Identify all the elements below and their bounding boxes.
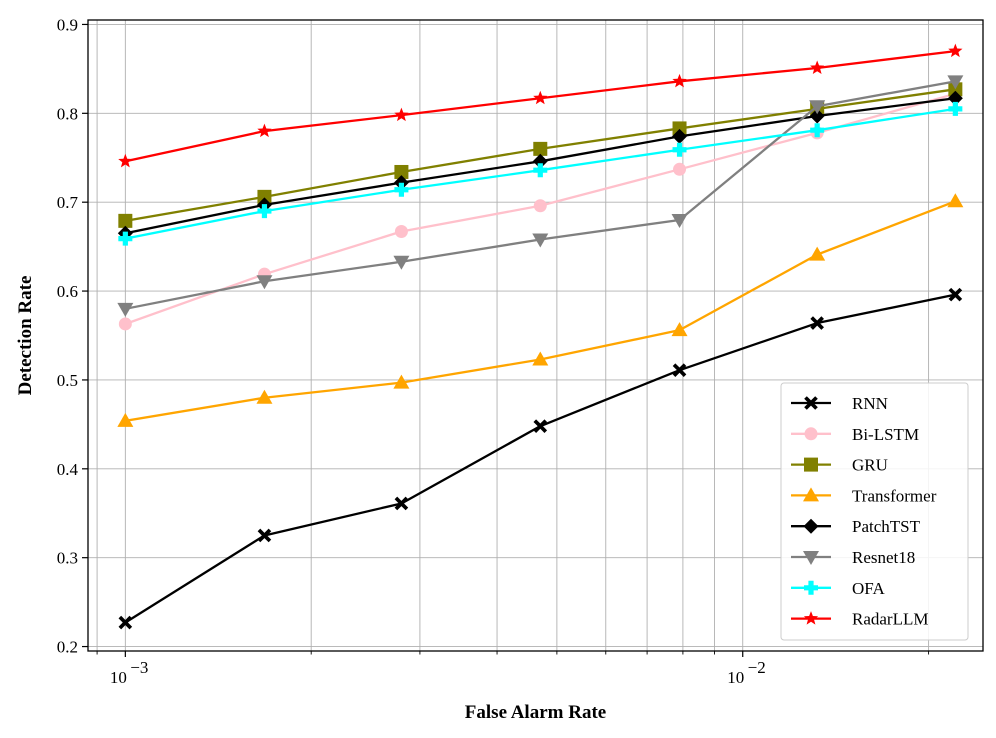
data-point-gru <box>394 164 409 179</box>
data-point-rnn <box>810 316 824 330</box>
legend-label-patchtst: PatchTST <box>852 517 921 536</box>
y-tick-label: 0.4 <box>57 460 79 479</box>
legend-marker-bi-lstm <box>804 427 818 441</box>
data-point-ofa <box>672 142 687 157</box>
data-point-ofa <box>118 231 133 246</box>
series-ofa <box>118 101 963 246</box>
legend-label-bi-lstm: Bi-LSTM <box>852 425 919 444</box>
data-point-radarllm <box>672 73 687 88</box>
series-transformer <box>117 193 964 427</box>
series-resnet18 <box>117 75 964 317</box>
axis-ticks: 0.20.30.40.50.60.70.80.910−310−2 <box>57 15 930 687</box>
data-point-transformer <box>671 322 688 337</box>
data-point-patchtst <box>672 128 688 144</box>
x-axis-title: False Alarm Rate <box>465 702 606 723</box>
data-point-radarllm <box>118 153 133 168</box>
data-point-patchtst <box>809 108 825 124</box>
data-point-gru <box>118 213 133 228</box>
data-point-ofa <box>533 163 548 178</box>
data-point-radarllm <box>533 90 548 105</box>
legend-label-radarllm: RadarLLM <box>852 610 928 629</box>
x-tick-exponent: −3 <box>130 658 148 677</box>
data-point-resnet18 <box>256 275 273 290</box>
data-point-bi-lstm <box>673 162 687 176</box>
y-tick-label: 0.6 <box>57 282 78 301</box>
data-point-transformer <box>117 412 134 427</box>
data-point-ofa <box>257 204 272 219</box>
data-point-bi-lstm <box>394 225 408 239</box>
legend-marker-ofa <box>804 580 818 595</box>
data-point-rnn <box>257 528 272 543</box>
data-point-resnet18 <box>809 100 826 115</box>
data-point-resnet18 <box>532 233 549 248</box>
y-tick-label: 0.3 <box>57 549 78 568</box>
data-point-resnet18 <box>947 75 964 90</box>
x-tick-label: 10 <box>110 668 127 687</box>
x-tick-label: 10 <box>727 668 744 687</box>
data-point-transformer <box>809 246 826 261</box>
data-point-rnn <box>672 363 687 377</box>
data-point-radarllm <box>810 60 825 75</box>
y-tick-label: 0.9 <box>57 15 78 34</box>
data-point-radarllm <box>948 43 963 58</box>
data-point-transformer <box>393 374 410 389</box>
legend-marker-rnn <box>804 396 818 410</box>
data-point-rnn <box>394 496 409 511</box>
data-point-transformer <box>532 351 549 366</box>
legend-marker-resnet18 <box>803 551 819 565</box>
data-point-gru <box>533 141 548 156</box>
data-point-resnet18 <box>393 255 410 270</box>
data-point-gru <box>257 189 272 204</box>
series-radarllm <box>118 43 963 168</box>
x-tick-exponent: −2 <box>748 658 766 677</box>
data-point-transformer <box>256 389 273 404</box>
y-tick-label: 0.8 <box>57 104 78 123</box>
data-point-resnet18 <box>671 213 688 228</box>
data-point-patchtst <box>947 90 963 106</box>
data-point-ofa <box>394 182 409 197</box>
data-point-rnn <box>948 287 963 302</box>
data-point-patchtst <box>532 153 548 169</box>
legend: RNN Bi-LSTM GRU Transformer PatchTST Resnet18… <box>780 382 969 641</box>
legend-label-gru: GRU <box>852 456 888 475</box>
series-rnn <box>118 287 963 630</box>
legend-label-resnet18: Resnet18 <box>852 548 915 567</box>
data-point-radarllm <box>257 123 272 138</box>
legend-label-rnn: RNN <box>852 394 888 413</box>
data-point-patchtst <box>393 175 409 191</box>
data-point-ofa <box>810 123 825 138</box>
legend-label-transformer: Transformer <box>852 486 937 505</box>
y-tick-label: 0.2 <box>57 638 78 657</box>
legend-marker-gru <box>804 457 818 472</box>
data-point-bi-lstm <box>118 317 132 331</box>
data-point-transformer <box>947 193 964 208</box>
y-tick-label: 0.5 <box>57 371 78 390</box>
data-point-ofa <box>948 101 963 116</box>
legend-marker-transformer <box>803 487 819 502</box>
y-axis-title: Detection Rate <box>15 276 36 396</box>
data-point-rnn <box>118 615 133 630</box>
legend-box <box>780 382 969 641</box>
axes-frame <box>87 19 984 652</box>
data-point-gru <box>672 121 687 136</box>
data-point-resnet18 <box>117 302 134 317</box>
data-point-radarllm <box>394 107 409 122</box>
legend-label-ofa: OFA <box>852 579 885 598</box>
data-point-bi-lstm <box>533 199 547 213</box>
data-point-rnn <box>533 419 548 433</box>
y-tick-label: 0.7 <box>57 193 79 212</box>
legend-marker-radarllm <box>803 611 819 625</box>
legend-marker-patchtst <box>803 518 819 534</box>
